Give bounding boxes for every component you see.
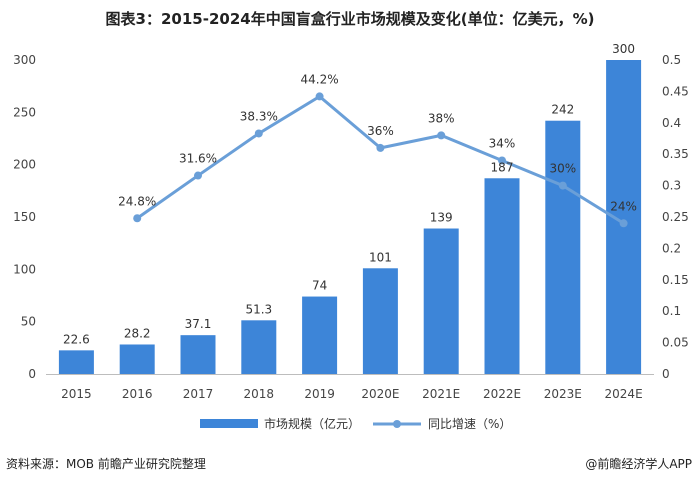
- y-right-tick-label: 0.45: [662, 84, 689, 98]
- legend-bar-swatch: [200, 419, 258, 428]
- growth-value-label: 38.3%: [240, 109, 278, 123]
- y-right-tick-label: 0.25: [662, 210, 689, 224]
- y-right-tick-label: 0.2: [662, 241, 681, 255]
- y-left-tick-label: 250: [13, 105, 36, 119]
- y-left-tick-label: 0: [28, 367, 36, 381]
- growth-value-label: 24.8%: [118, 194, 156, 208]
- y-left-tick-label: 50: [21, 315, 36, 329]
- y-left-tick-label: 300: [13, 53, 36, 67]
- y-left-tick-label: 150: [13, 210, 36, 224]
- bar-value-label: 28.2: [124, 326, 151, 340]
- growth-point: [194, 171, 202, 180]
- growth-point: [437, 131, 446, 140]
- growth-point: [619, 219, 628, 228]
- growth-point: [558, 181, 567, 190]
- bar: [362, 268, 398, 374]
- growth-point: [376, 143, 385, 152]
- x-tick-label: 2020E: [361, 387, 399, 401]
- legend: 市场规模（亿元） 同比增速（%）: [200, 416, 511, 431]
- x-tick-label: 2017: [183, 387, 214, 401]
- x-tick-label: 2016: [122, 387, 153, 401]
- growth-point: [254, 129, 263, 138]
- growth-value-label: 36%: [367, 124, 394, 138]
- x-tick-label: 2019: [304, 387, 335, 401]
- bar: [180, 335, 216, 374]
- y-right-tick-label: 0.1: [662, 304, 681, 318]
- bar-value-label: 51.3: [245, 302, 272, 316]
- y-right-tick-label: 0.15: [662, 273, 689, 287]
- growth-value-label: 31.6%: [179, 152, 217, 166]
- bar-value-label: 101: [369, 250, 392, 264]
- bar: [119, 344, 155, 374]
- legend-bar-label: 市场规模（亿元）: [264, 416, 360, 431]
- y-right-tick-label: 0.3: [662, 179, 681, 193]
- legend-line-marker: [393, 420, 401, 428]
- growth-point: [498, 156, 506, 165]
- bar-value-label: 22.6: [63, 332, 90, 346]
- bar: [545, 120, 581, 374]
- y-left-tick-label: 200: [13, 158, 36, 172]
- bar-value-label: 37.1: [185, 317, 212, 331]
- y-right-tick-label: 0.05: [662, 336, 689, 350]
- growth-point: [315, 92, 324, 101]
- growth-point: [133, 214, 142, 223]
- growth-value-label: 34%: [489, 136, 516, 150]
- y-right-tick-label: 0.5: [662, 53, 681, 67]
- bar-value-label: 139: [430, 211, 453, 225]
- x-tick-label: 2015: [61, 387, 92, 401]
- y-right-tick-label: 0.4: [662, 116, 681, 130]
- bar-value-label: 187: [491, 160, 514, 174]
- bar: [302, 296, 338, 374]
- y-right-tick-label: 0.35: [662, 147, 689, 161]
- chart-title: 图表3：2015-2024年中国盲盒行业市场规模及变化(单位：亿美元，%): [105, 10, 595, 28]
- x-tick-label: 2018: [244, 387, 275, 401]
- bar: [423, 228, 459, 374]
- x-tick-label: 2023E: [544, 387, 582, 401]
- growth-value-label: 30%: [549, 162, 576, 176]
- line-series: [133, 92, 628, 228]
- y-left-tick-label: 100: [13, 262, 36, 276]
- source-note: 资料来源：MOB 前瞻产业研究院整理: [6, 457, 206, 471]
- bar: [58, 350, 94, 374]
- x-tick-label: 2021E: [422, 387, 460, 401]
- y-right-tick-label: 0: [662, 367, 670, 381]
- x-tick-label: 2022E: [483, 387, 521, 401]
- growth-value-label: 38%: [428, 111, 455, 125]
- growth-value-label: 44.2%: [301, 72, 339, 86]
- x-tick-label: 2024E: [605, 387, 643, 401]
- bar-value-label: 74: [312, 279, 327, 293]
- bar: [484, 178, 520, 374]
- legend-line-label: 同比增速（%）: [428, 417, 511, 431]
- axes: 0 50 100 150 200 250 300 0 0.05 0.1 0.15 0.2 0.25 0.3…: [13, 53, 689, 401]
- bar-value-label: 300: [612, 42, 635, 56]
- bar: [241, 320, 277, 374]
- brand-note: @前瞻经济学人APP: [585, 457, 692, 471]
- bar-value-label: 242: [551, 103, 574, 117]
- data-labels: 22.6 28.2 37.1 51.3 74 101 139 187 242 300 24.8% 31…: [63, 42, 637, 346]
- growth-value-label: 24%: [610, 199, 637, 213]
